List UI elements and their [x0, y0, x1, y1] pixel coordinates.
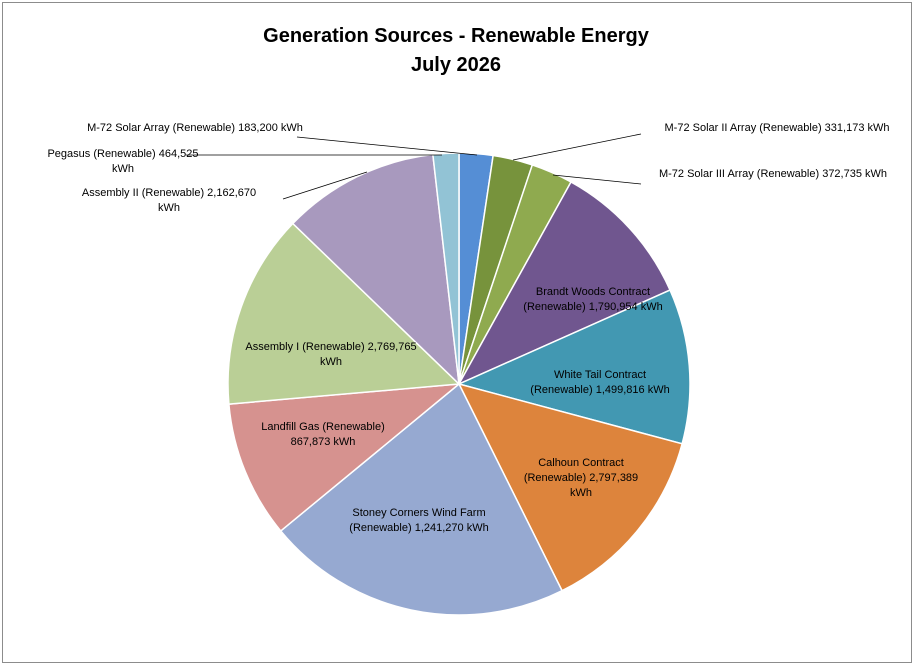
- data-label-4: Brandt Woods Contract (Renewable) 1,790,9…: [523, 286, 662, 313]
- pie-slice-5: [456, 289, 691, 445]
- data-label-2: M-72 Solar II Array (Renewable) 331,173 …: [665, 122, 890, 134]
- data-label-5: White Tail Contract (Renewable) 1,499,816…: [530, 369, 669, 396]
- data-label-1: M-72 Solar Array (Renewable) 183,200 kWh: [87, 122, 303, 134]
- leader-line-3: [552, 174, 642, 185]
- data-label-8: Landfill Gas (Renewable) 867,873 kWh: [261, 421, 385, 448]
- pie-slice-9: [227, 222, 461, 405]
- pie-slice-6: [457, 382, 684, 592]
- leader-line-10: [282, 171, 368, 200]
- data-label-6: Calhoun Contract (Renewable) 2,797,389 kWh: [524, 457, 638, 499]
- data-label-3: M-72 Solar III Array (Renewable) 372,735…: [659, 168, 887, 180]
- pie-slice-8: [228, 383, 462, 532]
- data-label-7: Stoney Corners Wind Farm (Renewable) 1,24…: [349, 507, 488, 534]
- chart-title-line: Generation Sources - Renewable Energy: [263, 25, 649, 47]
- leader-line-1: [296, 136, 478, 156]
- chart-subtitle-line: July 2026: [410, 54, 502, 76]
- leader-line-2: [512, 133, 642, 161]
- data-label-10: Assembly II (Renewable) 2,162,670 kWh: [82, 187, 256, 214]
- chart-title: Generation Sources - Renewable Energy Ju…: [0, 22, 912, 80]
- pie-slice-10: [291, 153, 460, 386]
- data-label-9: Assembly I (Renewable) 2,769,765 kWh: [245, 341, 416, 368]
- pie-slice-7: [279, 382, 564, 616]
- data-label-11: Pegasus (Renewable) 464,525 kWh: [47, 148, 198, 175]
- pie-slice-4: [457, 180, 672, 386]
